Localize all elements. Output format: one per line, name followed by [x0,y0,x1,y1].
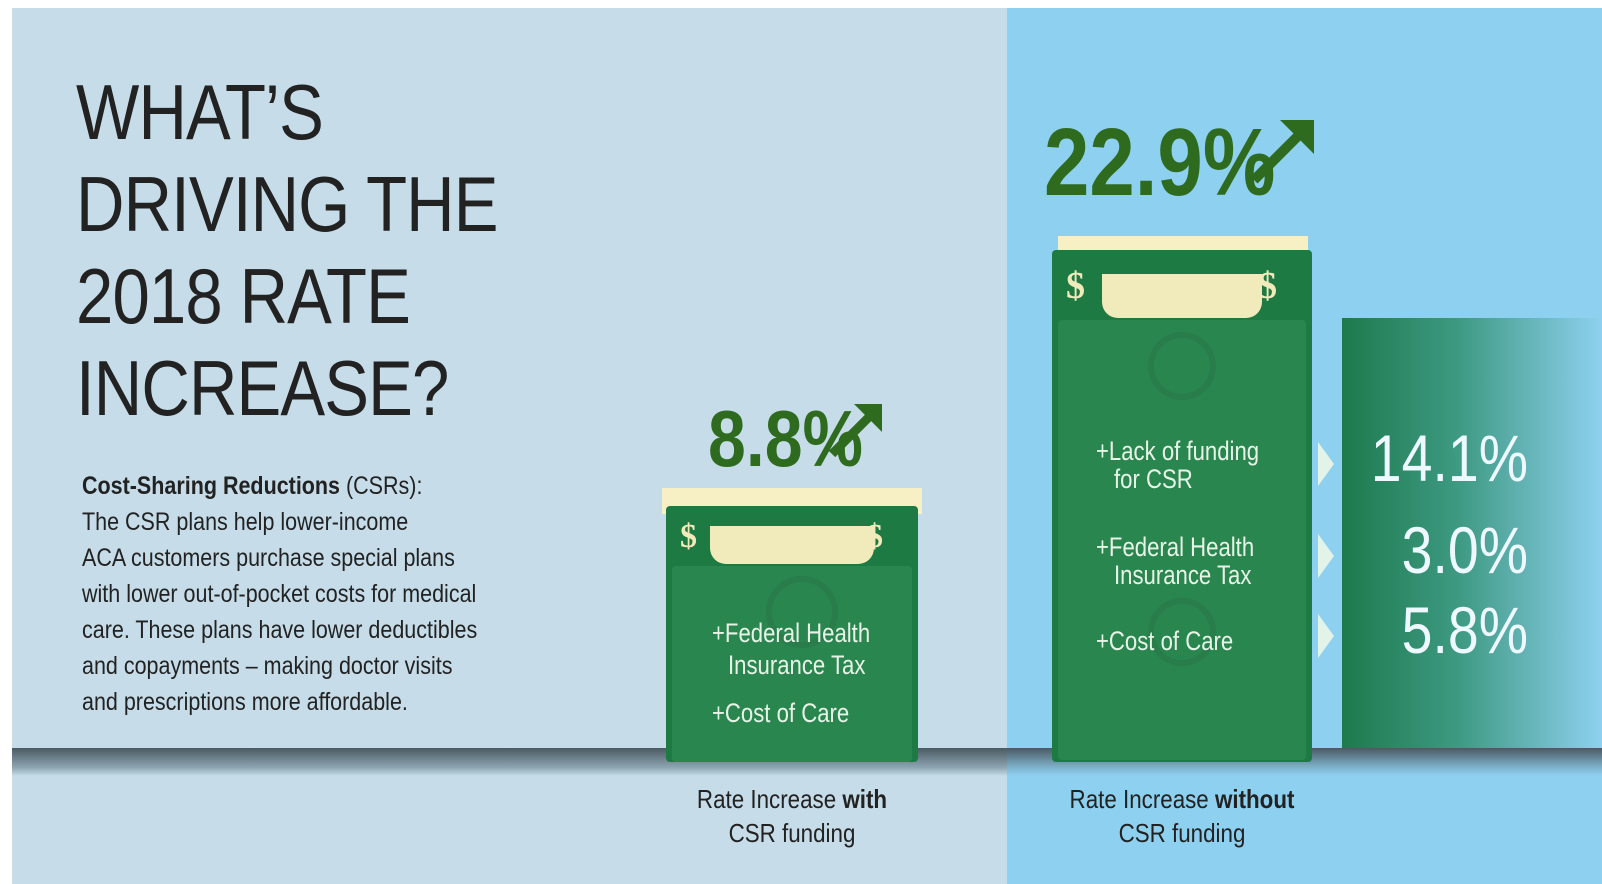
chevron-right-icon [1318,534,1334,578]
dollar-sign-icon: $ [1066,265,1085,307]
without-csr-percent: 22.9% [1044,109,1276,216]
without-csr-item: +Federal Health [1096,532,1255,562]
description-line: and prescriptions more affordable. [82,688,408,716]
up-arrow-icon [828,404,882,458]
caption-regular: Rate Increase [696,784,843,814]
chevron-right-icon [1318,614,1334,658]
title-line: INCREASE? [76,344,449,432]
caption-regular: Rate Increase [1069,784,1215,814]
caption-line: CSR funding [728,818,856,848]
description-line: ACA customers purchase special plans [82,544,455,572]
dollar-bill-without-csr: $ $ +Lack of funding for CSR +Federal He… [1052,250,1312,762]
description-abbr: (CSRs): [340,472,423,500]
title-line: DRIVING THE [76,160,499,248]
title-line: WHAT’S [76,68,324,156]
description-heading: Cost-Sharing Reductions (CSRs): [82,468,564,504]
bill-seal [1148,332,1216,400]
dollar-bill-with-csr: $ $ +Federal Health Insurance Tax +Cost … [666,506,918,762]
caption-line: CSR funding [1118,818,1246,848]
breakdown-cost-of-care: 5.8% [1401,593,1528,667]
title-line: 2018 RATE [76,252,411,340]
bill-seal [1148,598,1216,666]
breakdown-gradient-band [1342,318,1602,768]
bill-cream-panel [1102,274,1262,318]
description-term: Cost-Sharing Reductions [82,472,341,500]
caption-line: Rate Increase without [1053,782,1311,816]
caption-line: Rate Increase with [672,782,913,816]
caption-bold: without [1214,784,1295,814]
infographic: WHAT’S DRIVING THE 2018 RATE INCREASE? C… [12,8,1602,884]
bill-seal [766,576,838,648]
csr-description: Cost-Sharing Reductions (CSRs): The CSR … [82,468,564,720]
description-line: The CSR plans help lower-income [82,508,409,536]
with-csr-item: +Federal Health [712,618,871,648]
with-csr-item: +Cost of Care [712,698,850,728]
page-title: WHAT’S DRIVING THE 2018 RATE INCREASE? [76,66,523,434]
with-csr-caption: Rate Increase with CSR funding [672,782,913,850]
bill-cream-panel [710,526,874,564]
without-csr-item: +Lack of funding [1096,436,1260,466]
description-line: with lower out-of-pocket costs for medic… [82,580,477,608]
without-csr-item: +Cost of Care [1096,626,1234,656]
chevron-right-icon [1318,442,1334,486]
with-csr-percent: 8.8% [708,394,863,483]
dollar-sign-icon: $ [1258,265,1277,307]
breakdown-federal-tax: 3.0% [1401,513,1528,587]
description-line: and copayments – making doctor visits [82,652,453,680]
dollar-sign-icon: $ [680,518,697,555]
without-csr-item: Insurance Tax [1114,560,1252,590]
dollar-sign-icon: $ [866,518,883,555]
up-arrow-icon [1250,120,1314,184]
with-csr-item: Insurance Tax [728,650,866,680]
without-csr-caption: Rate Increase without CSR funding [1053,782,1311,850]
caption-bold: with [842,784,888,814]
description-line: care. These plans have lower deductibles [82,616,478,644]
breakdown-lack-of-funding: 14.1% [1370,421,1528,495]
without-csr-item: for CSR [1114,464,1193,494]
